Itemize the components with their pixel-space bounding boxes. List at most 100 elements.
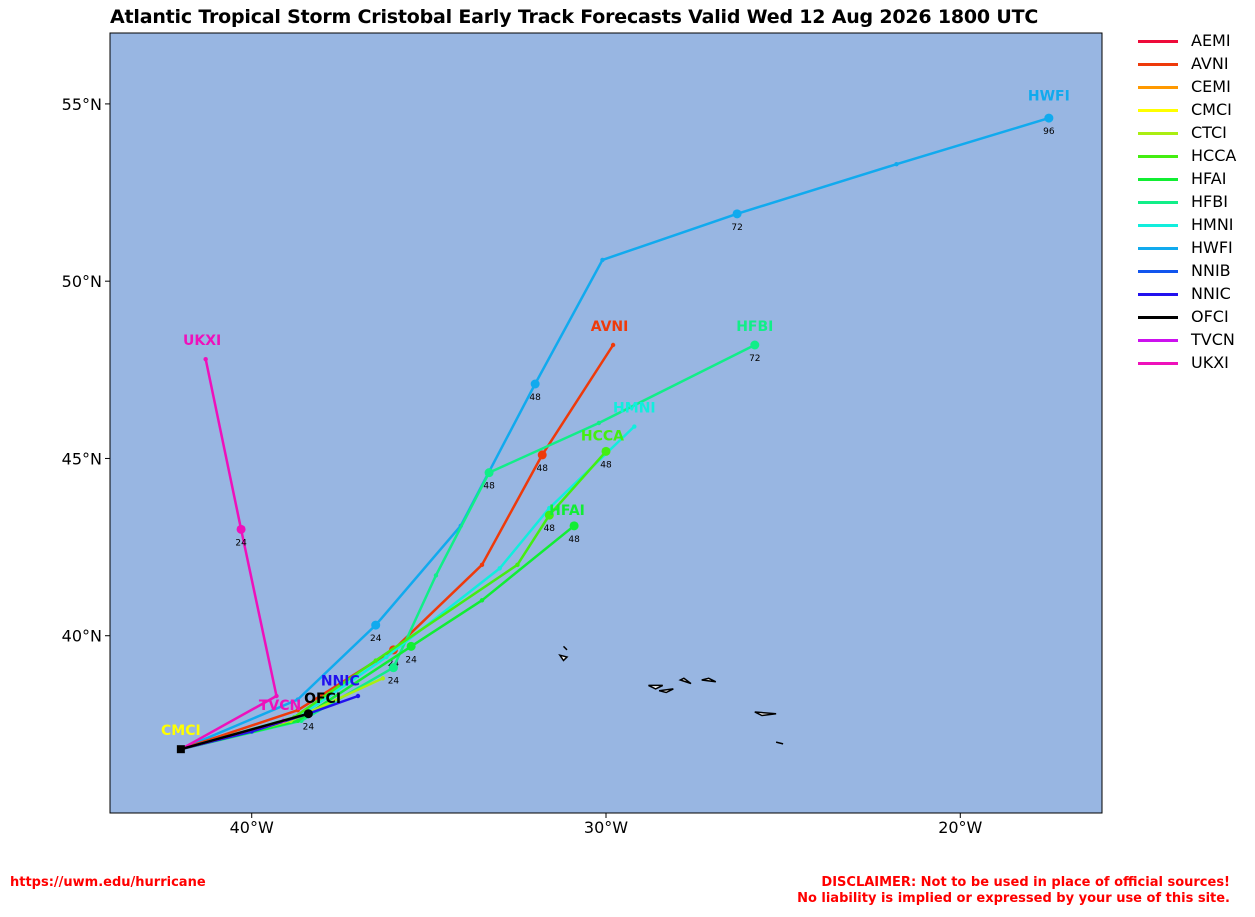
forecast-marker-hwfi [371, 620, 381, 630]
track-label-nnic: NNIC [321, 673, 360, 689]
forecast-hour-label: 48 [600, 460, 612, 470]
legend-label: AEMI [1191, 31, 1231, 50]
legend-label: HFBI [1191, 192, 1228, 211]
forecast-marker-hwfi [1044, 113, 1054, 123]
track-label-hmni: HMNI [613, 400, 656, 416]
legend-swatch [1138, 362, 1178, 365]
legend-label: CEMI [1191, 77, 1231, 96]
track-point-hfai [479, 598, 485, 603]
x-tick-label: 20°W [938, 818, 982, 837]
island-6 [754, 711, 777, 717]
track-point-hmni [384, 654, 389, 660]
track-label-hfbi: HFBI [736, 319, 773, 335]
forecast-hour-label: 24 [405, 655, 417, 665]
forecast-marker-hwfi [732, 209, 742, 219]
island-0 [562, 645, 568, 651]
forecast-hour-label: 96 [1043, 127, 1055, 137]
legend-swatch [1138, 224, 1178, 227]
track-label-tvcn: TVCN [259, 698, 301, 714]
forecast-hour-label: 48 [483, 482, 495, 492]
forecast-marker-hfai [569, 521, 579, 531]
disclaimer-line-1: DISCLAIMER: Not to be used in place of o… [821, 875, 1230, 890]
track-label-avni: AVNI [591, 319, 629, 335]
island-7 [775, 741, 784, 745]
track-point-hfbi [433, 573, 439, 578]
forecast-hour-label: 24 [388, 677, 400, 687]
island-4 [678, 677, 692, 685]
track-label-hwfi: HWFI [1028, 88, 1070, 104]
island-2 [648, 684, 664, 690]
forecast-hour-label: 48 [568, 535, 580, 545]
legend-label: OFCI [1191, 307, 1229, 326]
track-point-hmni [497, 566, 502, 571]
legend-swatch [1138, 339, 1178, 342]
track-ukxi [180, 358, 278, 751]
track-point-hmni [547, 505, 552, 511]
forecast-marker-hfbi [388, 663, 398, 673]
legend-label: NNIB [1191, 261, 1231, 280]
legend-label: TVCN [1191, 330, 1235, 349]
track-label-cmci: CMCI [161, 723, 201, 739]
y-tick-label: 50°N [62, 272, 102, 291]
forecast-marker-hfbi [484, 468, 494, 478]
chart-title: Atlantic Tropical Storm Cristobal Early … [110, 6, 1039, 28]
island-3 [658, 688, 674, 694]
track-point-ukxi [274, 693, 279, 699]
track-ofci [180, 712, 309, 751]
legend-swatch [1138, 155, 1178, 158]
track-point-avni [295, 707, 300, 713]
legend-label: HFAI [1191, 169, 1227, 188]
forecast-marker-hwfi [530, 379, 540, 389]
footer-disclaimer: DISCLAIMER: Not to be used in place of o… [797, 875, 1230, 907]
x-tick-label: 40°W [230, 818, 274, 837]
track-point-hcca [373, 658, 378, 663]
legend-swatch [1138, 293, 1178, 296]
legend-label: HMNI [1191, 215, 1234, 234]
legend-label: NNIC [1191, 284, 1231, 303]
track-point-hwfi [600, 257, 605, 263]
legend-label: CMCI [1191, 100, 1232, 119]
track-point-ukxi [203, 356, 208, 362]
track-label-hcca: HCCA [581, 429, 624, 445]
y-tick-label: 45°N [62, 449, 102, 468]
track-point-hfbi [596, 420, 602, 426]
track-point-avni [610, 342, 616, 348]
forecast-marker-hcca [544, 510, 554, 520]
forecast-hour-label: 24 [370, 634, 382, 644]
disclaimer-line-2: No liability is implied or expressed by … [797, 891, 1230, 906]
legend-swatch [1138, 201, 1178, 204]
forecast-hour-label: 24 [303, 723, 315, 733]
forecast-marker-hfai [406, 641, 416, 651]
forecast-marker-ofci [303, 709, 313, 719]
track-point-avni [479, 562, 485, 568]
y-tick-label: 55°N [62, 95, 102, 114]
y-tick-label: 40°N [62, 627, 102, 646]
track-label-ofci: OFCI [304, 691, 341, 707]
forecast-hour-label: 48 [529, 393, 541, 403]
legend-swatch [1138, 270, 1178, 273]
forecast-hour-label: 48 [544, 524, 556, 534]
legend-swatch [1138, 40, 1178, 43]
forecast-hour-label: 72 [731, 223, 742, 233]
initial-position-marker [176, 745, 185, 754]
x-tick-label: 30°W [584, 818, 628, 837]
footer-url[interactable]: https://uwm.edu/hurricane [10, 875, 206, 890]
forecast-hour-label: 24 [235, 538, 247, 548]
forecast-marker-hcca [601, 446, 611, 456]
track-point-hcca [515, 562, 520, 568]
legend-swatch [1138, 63, 1178, 66]
track-point-hmni [632, 424, 637, 429]
track-label-hfai: HFAI [549, 503, 585, 519]
island-1 [558, 653, 569, 662]
forecast-hour-label: 48 [537, 464, 549, 474]
track-point-ctci [380, 676, 385, 681]
track-avni [180, 344, 615, 751]
ocean-background [110, 33, 1102, 813]
forecast-marker-ukxi [236, 524, 246, 534]
legend-swatch [1138, 86, 1178, 89]
legend-label: HWFI [1191, 238, 1233, 257]
legend-label: CTCI [1191, 123, 1227, 142]
legend-swatch [1138, 132, 1178, 135]
legend-label: AVNI [1191, 54, 1229, 73]
legend-swatch [1138, 247, 1178, 250]
